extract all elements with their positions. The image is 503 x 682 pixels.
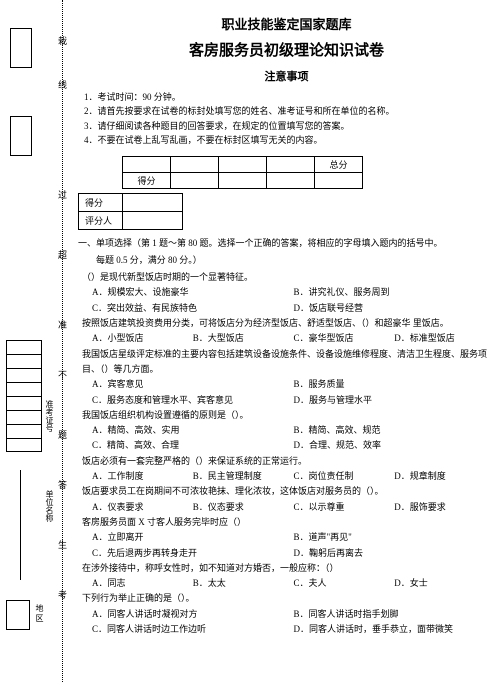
options-row: A．规模宏大、设施豪华 B．讲究礼仪、服务周到 — [78, 285, 495, 300]
option: A．精简、高效、实用 — [92, 423, 294, 438]
page-content: 职业技能鉴定国家题库 客房服务员初级理论知识试卷 注意事项 1．考试时间：90 … — [78, 14, 495, 637]
notice-heading: 注意事项 — [78, 68, 495, 84]
question-stem: 下列行为举止正确的是（）。 — [78, 591, 495, 606]
option: C．服务态度和管理水平、宾客意见 — [92, 393, 294, 408]
option: A．仪表要求 — [92, 500, 193, 515]
option: B．仪态要求 — [193, 500, 294, 515]
option: A．立即离开 — [92, 530, 294, 545]
options-row: A．立即离开 B．道声"再见" — [78, 530, 495, 545]
margin-char: 生 — [56, 540, 69, 549]
options-row: A．同客人讲话时凝视对方 B．同客人讲话时指手划脚 — [78, 607, 495, 622]
option: B．精简、高效、规范 — [294, 423, 496, 438]
question-stem: 我国饭店星级评定标准的主要内容包括建筑设备设施条件、设备设施维修程度、清洁卫生程… — [78, 347, 495, 378]
margin-char: 栽 — [56, 36, 69, 45]
exam-number-label: 准考证号 — [44, 400, 55, 432]
option: D．规章制度 — [394, 469, 495, 484]
score-row-label: 得分 — [123, 172, 171, 188]
options-row: C．精简、高效、合理 D．合理、规范、效率 — [78, 438, 495, 453]
option: D．服务与管理水平 — [294, 393, 496, 408]
mini-grader-label: 评分人 — [79, 211, 123, 229]
option: B．道声"再见" — [294, 530, 496, 545]
options-row: C．先后退两步再转身走开 D．鞠躬后再离去 — [78, 546, 495, 561]
option: C．夫人 — [294, 576, 395, 591]
margin-char: 过 — [56, 190, 69, 199]
option: C．岗位责任制 — [294, 469, 395, 484]
unit-label: 单位名称 — [44, 490, 55, 522]
option: C．同客人讲话时边工作边听 — [92, 622, 294, 637]
margin-char: 答 — [56, 480, 69, 489]
main-title: 客房服务员初级理论知识试卷 — [78, 39, 495, 60]
margin-char: 超 — [56, 250, 69, 259]
option: B．讲究礼仪、服务周到 — [294, 285, 496, 300]
option: D．服饰要求 — [394, 500, 495, 515]
total-header: 总分 — [315, 156, 363, 172]
cut-line — [62, 0, 63, 682]
question-stem: （）是现代新型饭店时期的一个显著特征。 — [78, 270, 495, 285]
mini-score-label: 得分 — [79, 193, 123, 211]
option: B．服务质量 — [294, 377, 496, 392]
option: C．精简、高效、合理 — [92, 438, 294, 453]
margin-box-2 — [10, 116, 32, 156]
question-stem: 我国饭店组织机构设置遵循的原则是（）。 — [78, 408, 495, 423]
question-stem: 按照饭店建筑投资费用分类，可将饭店分为经济型饭店、舒适型饭店、（）和超豪华 里饭… — [78, 316, 495, 331]
note-line: 4．不要在试卷上乱写乱画，不要在标封区填写无关的内容。 — [78, 133, 495, 147]
options-row: A．精简、高效、实用 B．精简、高效、规范 — [78, 423, 495, 438]
option: B．同客人讲话时指手划脚 — [294, 607, 496, 622]
option: A．工作制度 — [92, 469, 193, 484]
region-label: 地 区 — [34, 604, 45, 622]
options-row: C．服务态度和管理水平、宾客意见 D．服务与管理水平 — [78, 393, 495, 408]
options-row: A．宾客意见 B．服务质量 — [78, 377, 495, 392]
question-stem: 在涉外接待中，称呼女性时，如不知道对方婚否，一般应称：（） — [78, 561, 495, 576]
options-row: A．同志 B．太太 C．夫人 D．女士 — [78, 576, 495, 591]
binding-margin: 栽 线 过 超 准 不 题 答 生 考 准考证号 单位名称 地 区 — [0, 0, 72, 682]
option: A．小型饭店 — [92, 331, 193, 346]
option: A．同客人讲话时凝视对方 — [92, 607, 294, 622]
option: B．太太 — [193, 576, 294, 591]
margin-char: 准 — [56, 320, 69, 329]
options-row: A．小型饭店 B．大型饭店 C．豪华型饭店 D．标准型饭店 — [78, 331, 495, 346]
option: D．女士 — [394, 576, 495, 591]
region-box — [6, 600, 30, 630]
exam-number-grid — [6, 340, 42, 452]
option: D．饭店联号经营 — [294, 301, 496, 316]
options-row: C．突出效益、有民族特色 D．饭店联号经营 — [78, 301, 495, 316]
note-line: 2．请首先按要求在试卷的标封处填写您的姓名、准考证号和所在单位的名称。 — [78, 104, 495, 118]
margin-char: 线 — [56, 80, 69, 89]
score-table: 总分 得分 — [122, 156, 363, 189]
options-row: C．同客人讲话时边工作边听 D．同客人讲话时，垂手恭立，面带微笑 — [78, 622, 495, 637]
note-line: 3．请仔细阅读各种题目的回答要求，在规定的位置填写您的答案。 — [78, 119, 495, 133]
option: C．先后退两步再转身走开 — [92, 546, 294, 561]
option: D．合理、规范、效率 — [294, 438, 496, 453]
question-stem: 饭店必须有一套完整严格的（）来保证系统的正常运行。 — [78, 454, 495, 469]
option: A．规模宏大、设施豪华 — [92, 285, 294, 300]
option: A．宾客意见 — [92, 377, 294, 392]
margin-char: 题 — [56, 430, 69, 439]
options-row: A．工作制度 B．民主管理制度 C．岗位责任制 D．规章制度 — [78, 469, 495, 484]
supertitle: 职业技能鉴定国家题库 — [78, 14, 495, 33]
margin-char: 不 — [56, 370, 69, 379]
section-intro: 每题 0.5 分，满分 80 分。） — [78, 253, 495, 268]
options-row: A．仪表要求 B．仪态要求 C．以示尊重 D．服饰要求 — [78, 500, 495, 515]
note-line: 1．考试时间：90 分钟。 — [78, 90, 495, 104]
option: C．突出效益、有民族特色 — [92, 301, 294, 316]
unit-line — [20, 470, 21, 580]
option: B．大型饭店 — [193, 331, 294, 346]
option: B．民主管理制度 — [193, 469, 294, 484]
option: C．以示尊重 — [294, 500, 395, 515]
option: C．豪华型饭店 — [294, 331, 395, 346]
margin-box-1 — [10, 28, 32, 68]
question-stem: 饭店要求员工在岗期间不可浓妆艳抹、理化浓妆，这体饭店对服务员的（）。 — [78, 484, 495, 499]
option: A．同志 — [92, 576, 193, 591]
margin-char: 考 — [56, 590, 69, 599]
option: D．同客人讲话时，垂手恭立，面带微笑 — [294, 622, 496, 637]
question-stem: 客房服务员面 X 寸客人服务完毕时应（） — [78, 515, 495, 530]
option: D．鞠躬后再离去 — [294, 546, 496, 561]
option: D．标准型饭店 — [394, 331, 495, 346]
section-intro: 一、单项选择（第 1 题～第 80 题。选择一个正确的答案，将相应的字母填入题内… — [78, 236, 495, 251]
scorer-table: 得分 评分人 — [78, 193, 183, 230]
